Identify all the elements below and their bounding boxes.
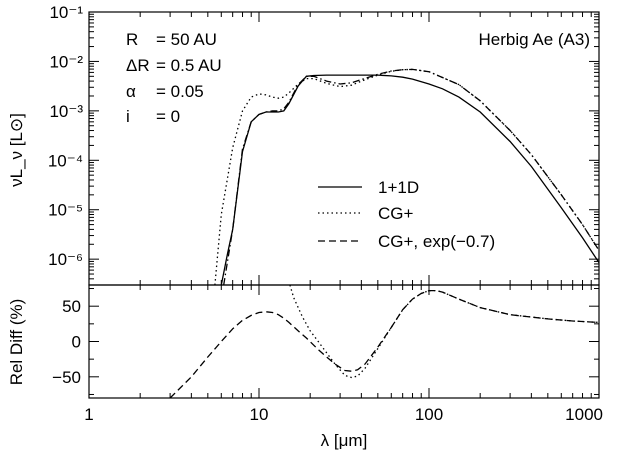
param-value-alpha: = 0.05 — [156, 82, 204, 101]
top-y-tick-label: 10⁻⁴ — [48, 151, 83, 170]
top-y-tick-label: 10⁻² — [49, 52, 83, 71]
param-name-i: i — [126, 107, 130, 126]
param-name-dr: ΔR — [126, 56, 150, 75]
bottom-y-tick-label: 50 — [62, 297, 81, 316]
param-value-dr: = 0.5 AU — [156, 56, 222, 75]
bottom-panel-ticks: −50 0 50 1 10 100 1000 — [52, 285, 603, 424]
legend-label-3: CG+, exp(−0.7) — [378, 232, 495, 251]
param-value-i: = 0 — [156, 107, 180, 126]
top-y-tick-label: 10⁻¹ — [49, 3, 83, 22]
legend-label-1: 1+1D — [378, 178, 419, 197]
bottom-y-tick-label: −50 — [52, 368, 81, 387]
x-axis-label: λ [μm] — [321, 431, 368, 450]
param-value-r: = 50 AU — [156, 30, 217, 49]
param-name-alpha: α — [126, 82, 136, 101]
x-tick-label: 1 — [84, 405, 93, 424]
bottom-panel-curves — [169, 284, 600, 399]
x-tick-label: 1000 — [565, 405, 603, 424]
x-tick-label: 100 — [415, 405, 443, 424]
bottom-y-tick-label: 0 — [72, 333, 81, 352]
legend-label-2: CG+ — [378, 204, 414, 223]
legend: 1+1D CG+ CG+, exp(−0.7) — [318, 178, 495, 251]
x-tick-label: 10 — [250, 405, 269, 424]
top-y-tick-label: 10⁻⁶ — [48, 250, 83, 269]
param-name-r: R — [126, 30, 138, 49]
top-panel-curves — [214, 68, 600, 286]
object-label: Herbig Ae (A3) — [479, 30, 591, 49]
top-panel-frame — [88, 11, 600, 286]
top-y-tick-label: 10⁻³ — [49, 102, 83, 121]
top-series-dash-dot — [223, 68, 600, 286]
bottom-series-dotted — [289, 284, 600, 379]
bottom-series-dashed — [169, 289, 600, 399]
bottom-y-axis-label: Rel Diff (%) — [7, 299, 26, 386]
top-y-tick-label: 10⁻⁵ — [48, 201, 83, 220]
bottom-panel-frame — [88, 284, 600, 399]
top-y-axis-label: νL_ν [L⊙] — [7, 113, 26, 187]
parameter-annotation: R = 50 AU ΔR = 0.5 AU α = 0.05 i = 0 — [126, 30, 222, 126]
